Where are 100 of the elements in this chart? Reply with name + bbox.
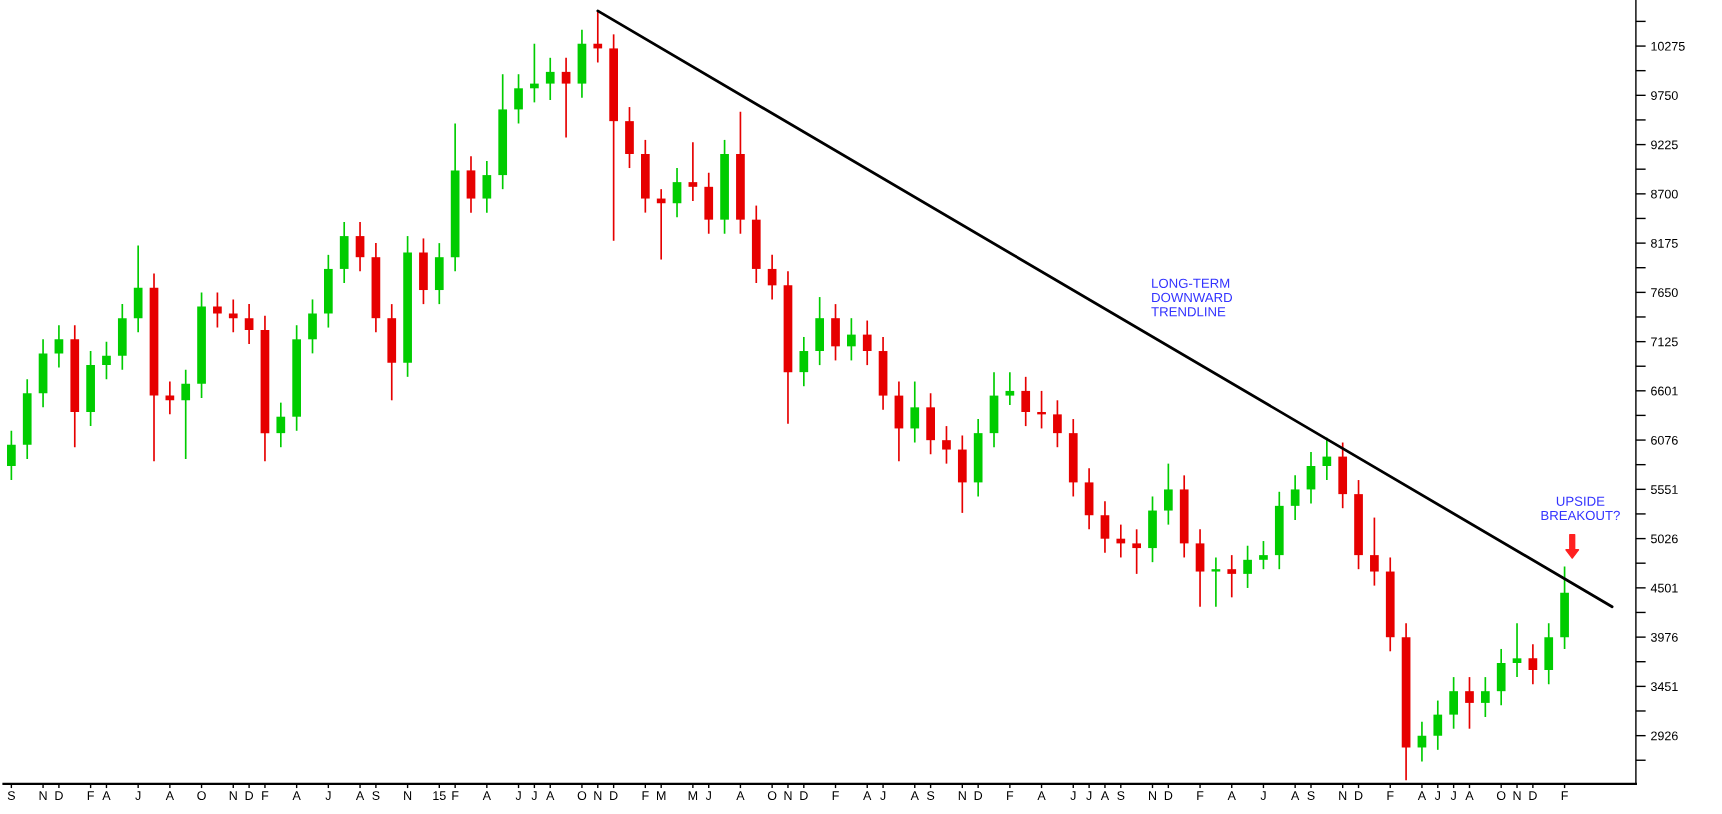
x-tick-label: A	[1100, 791, 1110, 800]
x-tick-label: A	[736, 791, 745, 800]
x-tick-label: F	[642, 791, 649, 800]
x-tick-label: A	[102, 791, 111, 800]
candlestick	[1211, 556, 1221, 608]
candlestick	[514, 73, 523, 125]
candlestick	[102, 340, 111, 381]
candlestick	[942, 425, 951, 465]
y-tick-label: 7650	[1651, 288, 1678, 298]
x-tick-label: S	[7, 791, 15, 801]
y-tick-label: 8700	[1651, 189, 1678, 199]
y-tick-label: 4501	[1650, 583, 1678, 593]
candlestick	[1243, 544, 1252, 589]
x-tick-label: F	[1387, 791, 1394, 800]
x-tick-label: O	[1496, 791, 1506, 801]
x-tick-label: A	[1465, 791, 1474, 800]
annotation: LONG-TERM DOWNWARD TRENDLINE	[1151, 278, 1233, 317]
x-tick-label: J	[880, 791, 886, 801]
x-tick-label: J	[705, 791, 711, 801]
x-tick-label: N	[1149, 791, 1156, 800]
x-tick-label: J	[1434, 791, 1440, 801]
x-tick-label: S	[372, 791, 380, 801]
x-tick-label: N	[39, 791, 47, 800]
y-tick-label: 8175	[1651, 238, 1678, 248]
x-tick-label: D	[1164, 791, 1173, 800]
y-tick-label: 2926	[1651, 731, 1678, 741]
y-tick-label: 3451	[1650, 682, 1678, 692]
candlestick	[799, 336, 809, 388]
y-tick-label: 9750	[1651, 91, 1678, 100]
x-tick-label: A	[355, 791, 365, 800]
x-tick-label: J	[1450, 791, 1456, 801]
x-tick-label: F	[452, 791, 459, 800]
candlestick	[1053, 399, 1062, 449]
candlestick	[181, 368, 191, 460]
x-tick-label: S	[1307, 791, 1315, 801]
x-tick-label: M	[688, 791, 698, 800]
x-tick-label: F	[1197, 791, 1204, 800]
x-tick-label: D	[55, 791, 63, 800]
y-tick-label: 5026	[1650, 534, 1678, 544]
x-tick-label: A	[1417, 791, 1427, 800]
x-tick-label: S	[927, 791, 935, 801]
y-tick-label: 10275	[1651, 41, 1685, 51]
candlestick	[1433, 699, 1443, 751]
x-tick-label: D	[800, 791, 808, 800]
x-tick-label: 15	[433, 791, 446, 801]
x-tick-label: F	[1007, 791, 1014, 800]
x-tick-label: A	[910, 791, 919, 800]
annotation: UPSIDE BREAKOUT?	[1541, 496, 1620, 521]
candlestick	[355, 221, 365, 273]
candlestick	[482, 160, 492, 214]
candlestick	[1005, 371, 1015, 406]
candlestick	[1021, 375, 1031, 427]
x-tick-label: F	[87, 791, 94, 800]
candlestick	[7, 429, 16, 481]
x-tick-label: J	[531, 791, 537, 801]
x-tick-label: O	[197, 791, 206, 801]
x-tick-label: A	[1227, 791, 1236, 800]
candlestick	[213, 291, 222, 329]
x-tick-label: A	[1037, 791, 1046, 800]
candlestick	[1528, 643, 1538, 685]
candlestick	[862, 319, 872, 366]
x-tick-label: S	[1117, 791, 1125, 801]
candlestick	[847, 317, 856, 362]
candlestick	[54, 324, 64, 369]
x-tick-label: D	[1355, 791, 1363, 800]
x-tick-label: D	[245, 791, 254, 800]
x-tick-label: J	[515, 791, 521, 801]
candlestick	[1512, 622, 1522, 678]
x-tick-label: A	[165, 791, 174, 800]
x-tick-label: F	[262, 791, 269, 800]
candlestick	[1259, 540, 1268, 571]
x-tick-label: N	[1513, 791, 1521, 800]
x-tick-label: N	[229, 791, 237, 800]
x-tick-label: A	[482, 791, 491, 800]
x-tick-label: A	[1291, 791, 1300, 800]
x-tick-label: F	[1561, 791, 1568, 800]
candlestick	[1100, 500, 1110, 554]
x-tick-label: A	[863, 791, 872, 800]
candlestick	[1290, 474, 1300, 521]
candlestick	[767, 254, 777, 301]
y-tick-label: 6601	[1651, 386, 1678, 396]
candlestick	[561, 56, 571, 139]
candlestick	[672, 167, 682, 219]
candlestick	[1163, 462, 1173, 526]
candlestick	[1227, 554, 1237, 599]
x-tick-label: D	[974, 791, 983, 800]
x-tick-label: N	[958, 791, 966, 800]
candlestick	[228, 298, 238, 334]
x-tick-label: J	[135, 791, 141, 801]
x-tick-label: D	[1529, 791, 1537, 800]
x-tick-label: N	[784, 791, 792, 800]
candlestick	[688, 141, 698, 202]
candlestick	[545, 56, 555, 101]
candlestick	[1370, 516, 1379, 587]
y-tick-label: 9225	[1651, 140, 1678, 150]
x-tick-label: J	[1260, 791, 1266, 801]
x-tick-label: A	[546, 791, 555, 800]
y-tick-label: 3976	[1650, 632, 1678, 642]
x-tick-label: N	[404, 791, 412, 800]
candlestick	[1465, 676, 1474, 730]
